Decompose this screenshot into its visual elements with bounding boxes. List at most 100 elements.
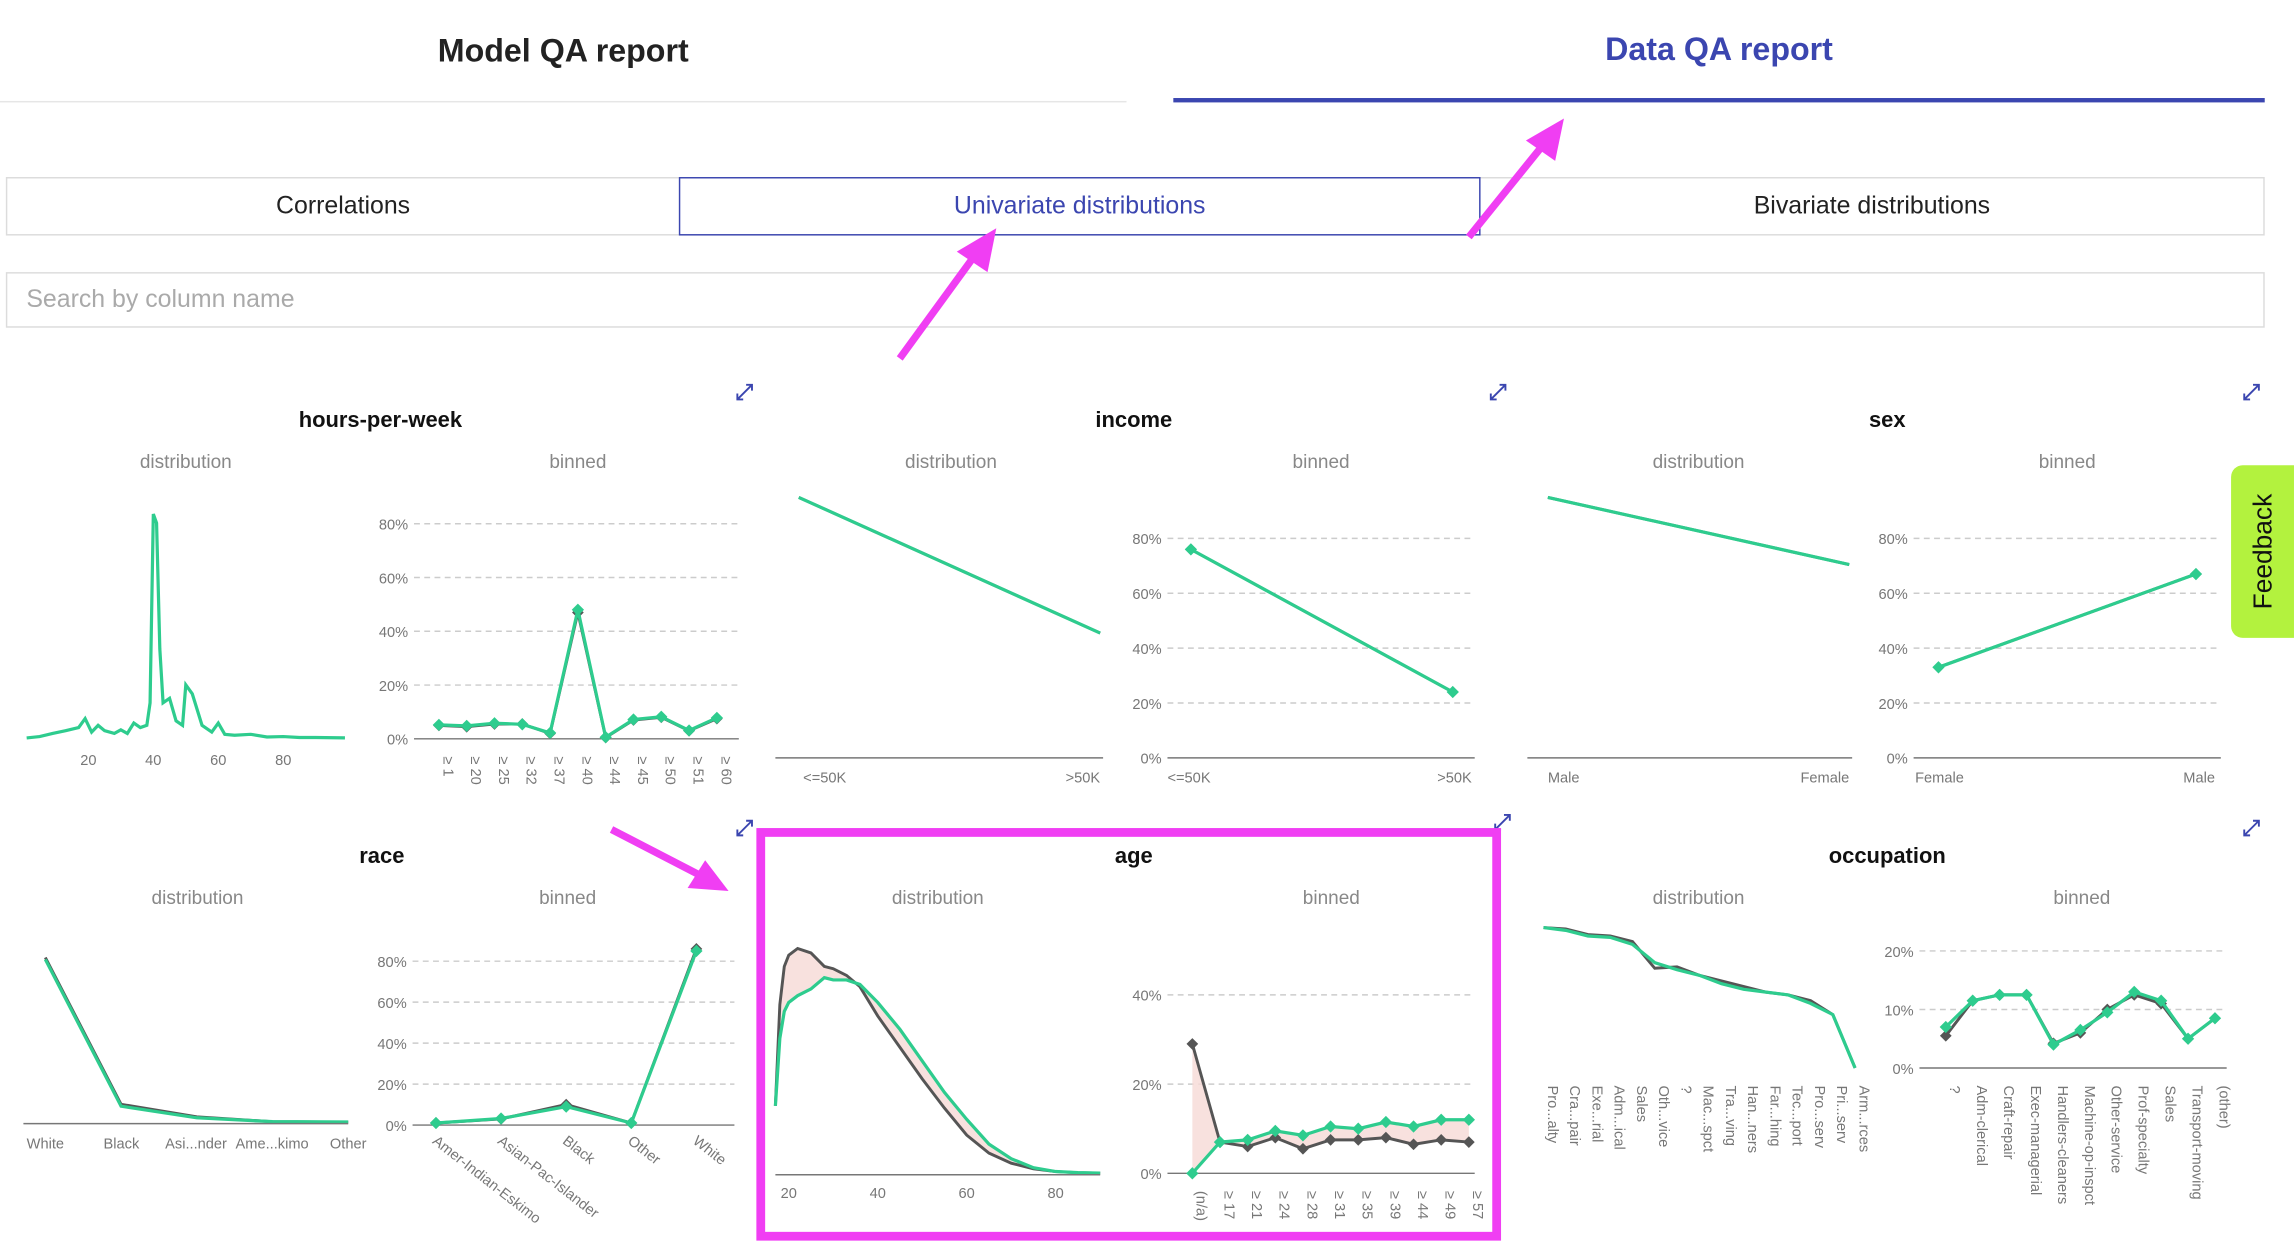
y-tick-label: 20%: [1132, 1078, 1161, 1094]
binned-point-synthetic: [1932, 661, 1945, 674]
expand-icon[interactable]: [736, 383, 753, 401]
y-tick-label: 80%: [1878, 532, 1907, 548]
x-tick-label: ≥ 50: [662, 756, 678, 784]
binned-point-synthetic: [560, 1100, 573, 1113]
expand-icon[interactable]: [2243, 819, 2260, 837]
binned-subtitle: binned: [539, 888, 596, 909]
x-tick-label: Han...ners: [1744, 1086, 1760, 1153]
x-tick-label: 20: [80, 753, 96, 769]
x-tick-label: Black: [104, 1136, 140, 1152]
distribution-line-synthetic: [1547, 495, 1850, 567]
binned-point-synthetic: [2154, 994, 2168, 1007]
x-tick-label: (n/a): [1193, 1191, 1209, 1221]
x-tick-label: 80: [1048, 1186, 1064, 1202]
expand-icon-path: [1494, 813, 1511, 831]
x-tick-label: Sales: [1633, 1086, 1649, 1123]
binned-point-synthetic: [1324, 1120, 1337, 1133]
x-tick-label: Asi...nder: [165, 1136, 227, 1152]
distribution-line-original: [773, 946, 1101, 1175]
binned-subtitle: binned: [2039, 452, 2096, 473]
binned-line-synthetic: [1937, 572, 2197, 669]
binned-point-synthetic: [625, 1116, 638, 1130]
chart-title: income: [1095, 407, 1172, 432]
x-tick-label: Oth...vice: [1655, 1086, 1671, 1148]
x-tick-label: ≥ 44: [1414, 1191, 1430, 1219]
distribution-line-original: [44, 956, 349, 1124]
correlations-tab[interactable]: Correlations: [276, 191, 411, 220]
expand-icon[interactable]: [1489, 383, 1507, 401]
x-tick-label: >50K: [1437, 771, 1472, 787]
x-tick-label: <=50K: [803, 771, 846, 787]
y-tick-label: 40%: [377, 1037, 406, 1053]
x-tick-label: Arm...rces: [1855, 1086, 1871, 1153]
x-tick-label: Pro...serv: [1811, 1086, 1827, 1149]
x-tick-label: 40: [870, 1186, 886, 1202]
binned-point-synthetic: [571, 603, 585, 616]
y-tick-label: 20%: [1132, 697, 1161, 713]
x-tick-label: ≥ 60: [717, 756, 733, 784]
binned-subtitle: binned: [1293, 452, 1350, 473]
column-search-input[interactable]: [5, 272, 2265, 328]
binned-line-synthetic: [1190, 547, 1454, 694]
x-tick-label: 60: [210, 753, 226, 769]
chart-title: sex: [1869, 407, 1906, 432]
y-tick-label: 60%: [1132, 587, 1161, 603]
binned-point-original: [1324, 1134, 1337, 1146]
univariate-annotation-arrow: [896, 253, 978, 361]
binned-point-synthetic: [1184, 543, 1198, 556]
x-tick-label: ≥ 57: [1469, 1191, 1485, 1219]
binned-point-synthetic: [2189, 567, 2203, 581]
binned-point-original: [1241, 1140, 1254, 1153]
univariate-arrow-head: [956, 228, 997, 273]
x-tick-label: ≥ 35: [1359, 1191, 1375, 1219]
distribution-line-synthetic: [773, 975, 1101, 1175]
expand-icon[interactable]: [736, 819, 753, 837]
distribution-subtitle: distribution: [905, 452, 997, 473]
binned-point-synthetic: [1462, 1113, 1475, 1126]
y-tick-label: 80%: [379, 518, 408, 534]
expand-icon[interactable]: [2243, 383, 2260, 401]
expand-icon[interactable]: [1494, 813, 1511, 831]
y-tick-label: 0%: [386, 1119, 407, 1135]
feedback-button[interactable]: Feedback: [2231, 465, 2294, 638]
bivariate-distributions-tab[interactable]: Bivariate distributions: [1753, 191, 1991, 220]
binned-point-synthetic: [1435, 1113, 1448, 1126]
x-tick-label: Amer-Indian-Eskimo: [429, 1133, 543, 1227]
x-tick-label: Far...hing: [1766, 1086, 1782, 1147]
binned-point-synthetic: [516, 718, 529, 731]
x-tick-label: Other-service: [2108, 1086, 2124, 1174]
x-tick-label: ≥ 32: [523, 756, 539, 784]
expand-icon-path: [2243, 819, 2260, 837]
x-tick-label: ≥ 17: [1220, 1191, 1236, 1219]
binned-diff-area: [1192, 1043, 1469, 1174]
chart-title: race: [359, 843, 404, 868]
x-tick-label: ?: [1677, 1086, 1693, 1094]
expand-icon-path: [736, 383, 753, 401]
binned-subtitle: binned: [2053, 888, 2110, 909]
univariate-distributions-tab[interactable]: Univariate distributions: [678, 177, 1481, 236]
distribution-line-synthetic: [798, 495, 1101, 635]
data-qa-report-tab[interactable]: Data QA report: [1173, 0, 2265, 103]
x-tick-label: ≥ 28: [1303, 1191, 1319, 1219]
binned-point-synthetic: [682, 724, 696, 737]
binned-point-original: [1352, 1134, 1365, 1146]
y-tick-label: 60%: [377, 996, 406, 1012]
x-tick-label: Pro...alty: [1544, 1086, 1560, 1144]
chart-card-occupation: occupation distribution Pro...alty Cra...pa…: [1543, 819, 2260, 1205]
x-tick-label: ≥ 39: [1386, 1191, 1402, 1219]
chart-card-income: income distribution <=50K >50K binned 0% 20% 40…: [775, 383, 1507, 787]
x-tick-label: Mac...spct: [1700, 1086, 1716, 1153]
binned-subtitle: binned: [1303, 888, 1360, 909]
x-tick-label: White: [27, 1136, 64, 1152]
x-tick-label: ≥ 51: [689, 756, 705, 784]
data-report-arrow-head: [1525, 118, 1564, 161]
model-qa-report-tab[interactable]: Model QA report: [0, 0, 1127, 103]
chart-card-hoursperweek: hours-per-week distribution 20 40 60 80 binned…: [26, 383, 753, 785]
x-tick-label: ≥ 21: [1248, 1191, 1264, 1219]
y-tick-label: 20%: [377, 1078, 406, 1094]
binned-point-synthetic: [2208, 1012, 2222, 1025]
x-tick-label: Cra...pair: [1566, 1086, 1582, 1146]
y-tick-label: 0%: [387, 733, 408, 749]
binned-point-synthetic: [488, 717, 501, 730]
